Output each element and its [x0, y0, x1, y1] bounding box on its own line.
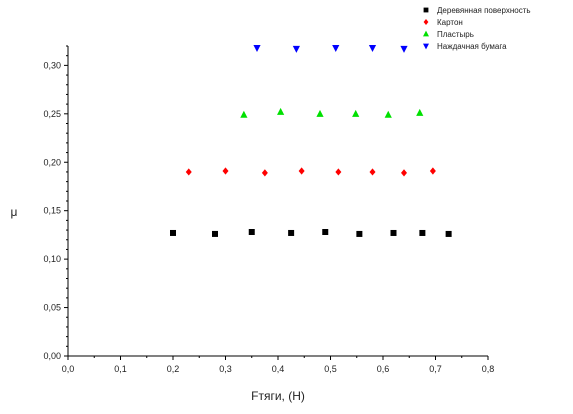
legend-marker-4 — [423, 43, 429, 50]
data-point-series-1 — [212, 230, 218, 237]
y-tick-label: 0,05 — [43, 303, 61, 313]
data-point-series-1 — [288, 229, 295, 236]
data-point-series-3 — [240, 110, 248, 118]
plot-points — [170, 44, 452, 237]
data-point-series-2 — [401, 169, 407, 177]
x-tick-label: 0,8 — [482, 364, 495, 374]
data-point-series-1 — [322, 229, 329, 235]
y-tick-label: 0,20 — [43, 157, 61, 167]
legend-label-4: Наждачная бумага — [437, 42, 507, 51]
legend: Деревянная поверхность Картон Пластырь Нажд… — [423, 6, 531, 51]
data-point-series-1 — [445, 230, 452, 237]
legend-marker-3 — [423, 30, 429, 37]
legend-label-2: Картон — [437, 18, 463, 27]
x-tick-label: 0,6 — [377, 364, 390, 374]
data-point-series-4 — [368, 44, 377, 52]
data-point-series-2 — [369, 168, 376, 176]
y-tick-label: 0,15 — [43, 206, 61, 216]
data-point-series-1 — [248, 229, 255, 235]
data-point-series-2 — [185, 168, 192, 176]
x-tick-label: 0,3 — [219, 364, 232, 374]
data-point-series-3 — [352, 109, 360, 117]
y-tick-label: 0,10 — [43, 254, 61, 264]
data-point-series-3 — [316, 109, 324, 117]
legend-label-3: Пластырь — [437, 30, 474, 39]
x-ticks: 0,0 0,1 0,2 0,3 0,4 0,5 0,6 0,7 0,8 — [62, 356, 495, 374]
data-point-series-4 — [332, 44, 340, 52]
data-point-series-4 — [253, 44, 261, 52]
x-tick-label: 0,5 — [324, 364, 337, 374]
data-point-series-2 — [261, 169, 268, 177]
legend-marker-1 — [423, 7, 429, 13]
x-tick-label: 0,7 — [429, 364, 442, 374]
data-point-series-2 — [335, 168, 342, 176]
data-point-series-2 — [298, 167, 305, 175]
y-tick-label: 0,25 — [43, 109, 61, 119]
data-point-series-3 — [277, 107, 285, 115]
data-point-series-3 — [384, 110, 392, 118]
data-point-series-3 — [416, 108, 424, 116]
legend-marker-2 — [423, 19, 429, 25]
y-axis-title: μ — [11, 205, 18, 219]
data-point-series-4 — [400, 45, 408, 53]
data-point-series-1 — [419, 229, 426, 236]
x-tick-label: 0,0 — [62, 364, 75, 374]
legend-label-1: Деревянная поверхность — [437, 6, 531, 15]
data-point-series-1 — [390, 229, 397, 236]
y-tick-label: 0,30 — [43, 60, 61, 70]
x-axis-title: Fтяги, (Н) — [251, 389, 305, 403]
y-tick-label: 0,00 — [43, 351, 61, 361]
x-tick-label: 0,1 — [114, 364, 127, 374]
x-tick-label: 0,2 — [167, 364, 180, 374]
data-point-series-1 — [170, 229, 176, 236]
x-tick-label: 0,4 — [272, 364, 285, 374]
data-point-series-2 — [429, 167, 436, 175]
y-ticks: 0,00 0,05 0,10 0,15 0,20 0,25 0,30 — [43, 45, 68, 361]
axes — [67, 46, 488, 357]
data-point-series-4 — [292, 45, 300, 53]
data-point-series-2 — [222, 167, 229, 175]
data-point-series-1 — [356, 230, 363, 237]
